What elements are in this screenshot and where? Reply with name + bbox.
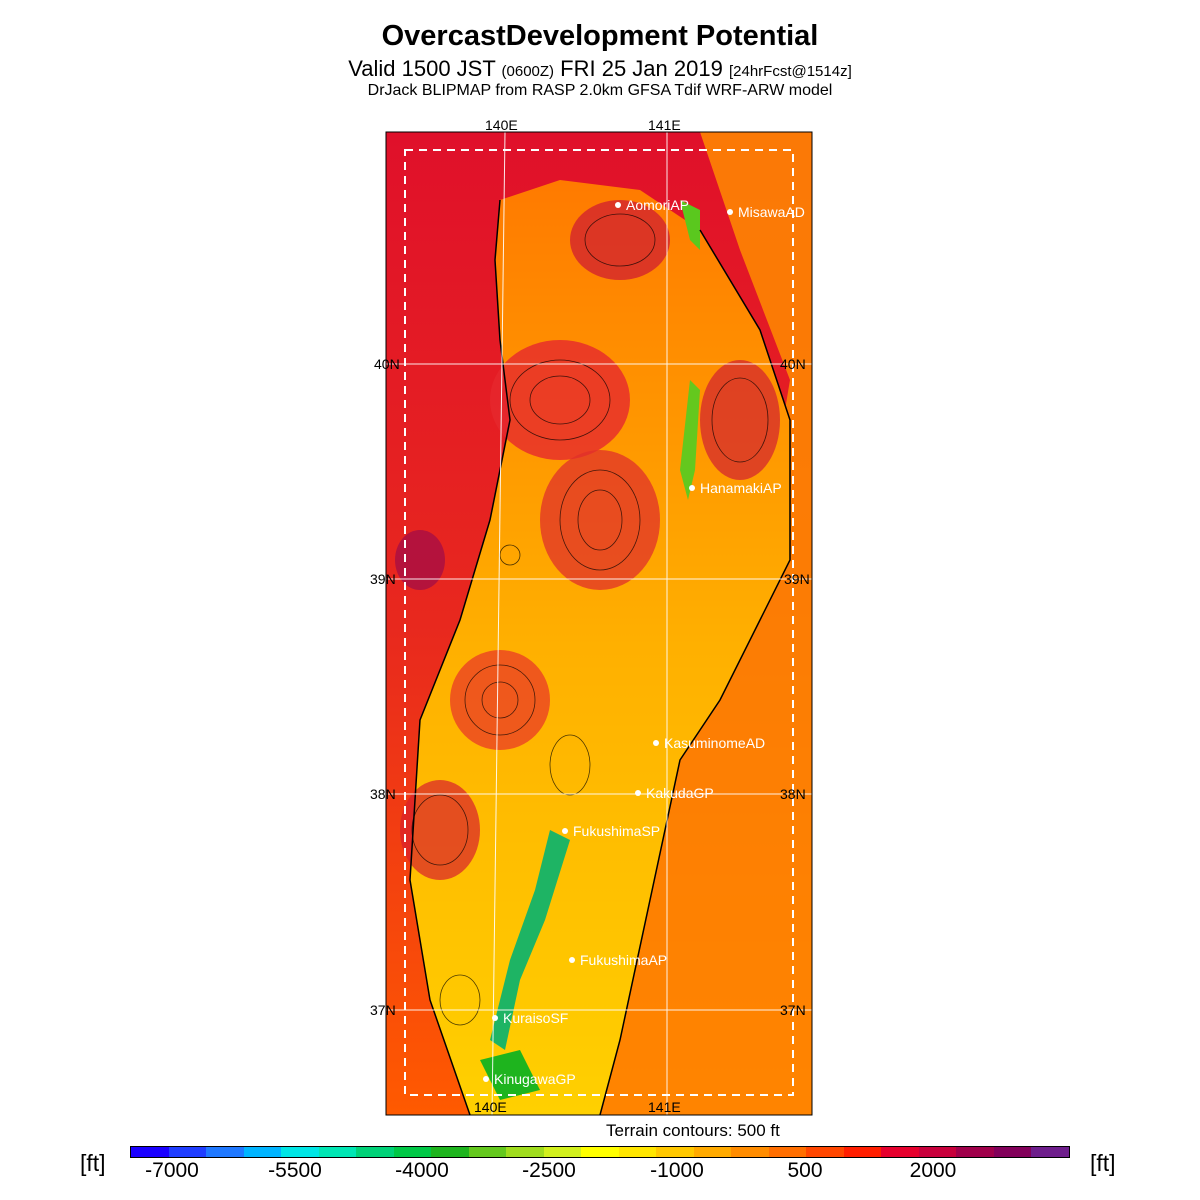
lat-label-right: 38N — [780, 786, 806, 802]
station-label: KasuminomeAD — [664, 735, 765, 751]
color-scale-segment — [768, 1147, 807, 1157]
color-scale-segment — [693, 1147, 732, 1157]
station-label: KuraisoSF — [503, 1010, 568, 1026]
station-dot — [653, 740, 659, 746]
zulu-time: (0600Z) — [501, 63, 555, 80]
color-scale-segment — [806, 1147, 844, 1157]
color-scale-label: -1000 — [650, 1159, 704, 1182]
green-area-aomori — [680, 200, 700, 250]
station-dot — [569, 957, 575, 963]
west-coastline — [409, 199, 511, 1115]
model-description: DrJack BLIPMAP from RASP 2.0km GFSA Tdif… — [367, 82, 833, 99]
color-scale-segment — [731, 1147, 769, 1157]
station-label: AomoriAP — [626, 197, 689, 213]
station-dot — [562, 828, 568, 834]
color-scale-segment — [131, 1147, 169, 1157]
station-label: KakudaGP — [646, 785, 714, 801]
east-coastline — [599, 229, 791, 1115]
lon-label-top: 140E — [485, 117, 518, 133]
forecast-run: [24hrFcst@1514z] — [728, 63, 852, 80]
station-dot — [727, 209, 733, 215]
color-scale-segment — [1031, 1147, 1069, 1157]
color-scale-label: -7000 — [145, 1159, 199, 1182]
color-scale-segment — [168, 1147, 207, 1157]
valid-time: Valid 1500 JST — [348, 56, 496, 81]
graticule — [386, 132, 812, 1115]
station-dot — [492, 1015, 498, 1021]
terrain-contour-note: Terrain contours: 500 ft — [606, 1121, 780, 1140]
color-scale-bar — [130, 1146, 1070, 1158]
color-scale-segment — [918, 1147, 957, 1157]
map-frame — [385, 131, 813, 1116]
chart-title: OvercastDevelopment Potential — [381, 20, 819, 52]
domain-boundary — [404, 149, 794, 1096]
color-scale-segment — [956, 1147, 994, 1157]
green-area-fukushima-valley — [490, 830, 570, 1050]
terrain-contours — [411, 213, 769, 1026]
color-scale-label: -2500 — [522, 1159, 576, 1182]
sea-patch-purple — [395, 530, 445, 590]
color-scale-label: 500 — [787, 1159, 823, 1182]
station-label: FukushimaAP — [580, 952, 667, 968]
color-scale-label: -4000 — [395, 1159, 449, 1182]
lon-label-top: 141E — [648, 117, 681, 133]
pacific-field — [590, 132, 812, 1115]
station-label: KinugawaGP — [494, 1071, 576, 1087]
color-scale-segment — [881, 1147, 919, 1157]
color-scale-segment — [843, 1147, 882, 1157]
lat-label-right: 39N — [784, 571, 810, 587]
lat-label-left: 37N — [370, 1002, 396, 1018]
ou-mountains-central — [540, 450, 660, 590]
color-scale-segment — [656, 1147, 694, 1157]
color-scale-segment — [356, 1147, 394, 1157]
color-scale-segment — [618, 1147, 657, 1157]
lat-label-left: 38N — [370, 786, 396, 802]
graticule-labels: 140E 141E 140E 141E 40N 39N 38N 37N 40N … — [370, 117, 810, 1115]
station-label: MisawaAD — [738, 204, 805, 220]
color-scale-segment — [468, 1147, 507, 1157]
station-label: FukushimaSP — [573, 823, 660, 839]
lat-label-right: 37N — [780, 1002, 806, 1018]
lat-label-right: 40N — [780, 356, 806, 372]
color-scale-label: -5500 — [268, 1159, 322, 1182]
ou-mountains-north — [490, 340, 630, 460]
color-scale-segment — [393, 1147, 432, 1157]
station-dot — [615, 202, 621, 208]
station-label: HanamakiAP — [700, 480, 782, 496]
station-dot — [635, 790, 641, 796]
unit-label-right: [ft] — [1090, 1150, 1116, 1176]
color-scale-segment — [318, 1147, 357, 1157]
valid-time-line: Valid 1500 JST (0600Z) FRI 25 Jan 2019 [… — [0, 56, 1200, 82]
station-dot — [483, 1076, 489, 1082]
color-scale-segment — [506, 1147, 544, 1157]
color-scale-segment — [281, 1147, 319, 1157]
map-field: AomoriAP MisawaAD HanamakiAP KasuminomeA… — [386, 132, 812, 1115]
color-scale-label: 2000 — [909, 1159, 957, 1182]
color-scale-segment — [543, 1147, 582, 1157]
color-scale-segment — [431, 1147, 469, 1157]
color-scale-segment — [993, 1147, 1032, 1157]
station-labels: AomoriAP MisawaAD HanamakiAP KasuminomeA… — [494, 197, 805, 1087]
forecast-date: FRI 25 Jan 2019 — [560, 56, 723, 81]
color-scale-segment — [243, 1147, 282, 1157]
lon-label-bottom: 141E — [648, 1099, 681, 1115]
green-area-kitakami-valley — [680, 380, 700, 500]
hakkoda-mountains — [570, 200, 670, 280]
unit-label-left: [ft] — [80, 1150, 106, 1176]
lat-label-left: 40N — [374, 356, 400, 372]
station-markers — [483, 202, 733, 1082]
color-scale-segment — [206, 1147, 244, 1157]
green-area-kinugawa — [480, 1050, 540, 1100]
lat-label-left: 39N — [370, 571, 396, 587]
station-dot — [689, 485, 695, 491]
lon-label-bottom: 140E — [474, 1099, 507, 1115]
color-scale-segment — [581, 1147, 619, 1157]
